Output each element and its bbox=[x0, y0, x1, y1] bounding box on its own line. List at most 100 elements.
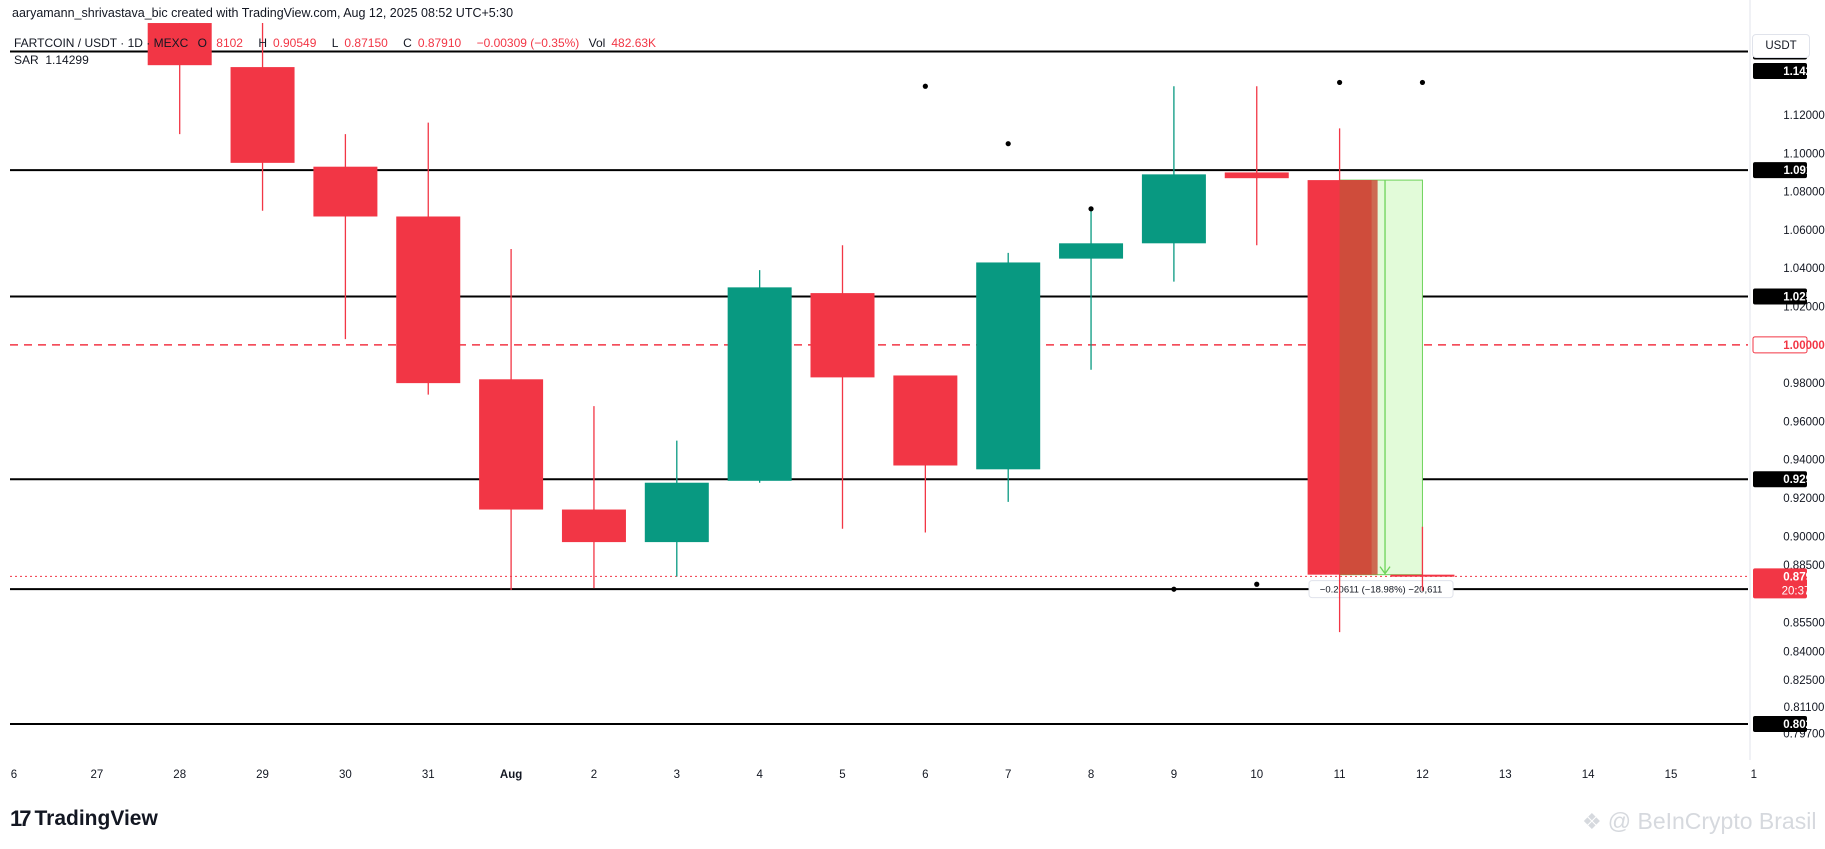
price-tick-label: 1.08000 bbox=[1783, 187, 1825, 199]
price-tick-label: 1.10000 bbox=[1783, 148, 1825, 160]
close-label: C bbox=[403, 36, 412, 50]
candle bbox=[810, 245, 875, 529]
low-label: L bbox=[331, 36, 339, 50]
price-tick-label: 0.84000 bbox=[1783, 646, 1825, 658]
level-price-label: 1.02521 bbox=[1783, 292, 1825, 304]
candle bbox=[1059, 210, 1124, 370]
symbol-label[interactable]: FARTCOIN / USDT · 1D · MEXC bbox=[14, 36, 189, 50]
countdown-label: 20:37:42 bbox=[1782, 585, 1825, 597]
price-unit-button[interactable]: USDT bbox=[1752, 34, 1810, 58]
projection-arrow-head bbox=[1379, 566, 1391, 575]
sar-dot bbox=[1088, 206, 1094, 212]
watermark: ❖ @ BeInCrypto Brasil bbox=[1582, 808, 1816, 835]
time-tick-label: 29 bbox=[256, 769, 269, 781]
sar-price-label: 1.14299 bbox=[1783, 66, 1825, 78]
level-price-label: 0.92983 bbox=[1783, 474, 1825, 486]
price-tick-label: 1.04000 bbox=[1783, 263, 1825, 275]
price-tick-label: 0.81100 bbox=[1784, 702, 1825, 714]
candle-body bbox=[230, 67, 295, 163]
time-tick-label: 10 bbox=[1250, 769, 1263, 781]
close-field: C 0.87910 bbox=[403, 36, 467, 50]
open-value: 8102 bbox=[216, 36, 243, 50]
sar-price-label-bg bbox=[1753, 62, 1807, 79]
candle bbox=[1224, 86, 1289, 246]
high-value: 0.90549 bbox=[273, 36, 317, 50]
time-tick-label: 14 bbox=[1582, 769, 1595, 781]
level-price-label-bg bbox=[1753, 716, 1807, 733]
level-price-label-bg bbox=[1753, 288, 1807, 305]
candle bbox=[561, 406, 626, 589]
time-tick-label: 5 bbox=[839, 769, 845, 781]
dashed-level-label-bg bbox=[1752, 336, 1808, 354]
candle bbox=[147, 23, 212, 135]
price-tick-label: 0.85500 bbox=[1783, 618, 1825, 630]
time-tick-label: 30 bbox=[339, 769, 352, 781]
current-price-label-bg bbox=[1753, 568, 1807, 599]
dashed-level-price-label: 1.00000 bbox=[1783, 340, 1825, 352]
candle bbox=[644, 440, 709, 577]
candle-body bbox=[644, 482, 709, 543]
measurement-label-bg bbox=[1308, 580, 1454, 599]
candle-body bbox=[396, 216, 461, 384]
time-tick-label: 31 bbox=[422, 769, 435, 781]
level-price-label-bg bbox=[1753, 471, 1807, 488]
time-tick-label: 13 bbox=[1499, 769, 1512, 781]
time-tick-label: 6 bbox=[11, 769, 17, 781]
price-tick-label: 0.98000 bbox=[1783, 378, 1825, 390]
tradingview-logo-icon: 17 bbox=[10, 806, 32, 831]
time-tick-label: 9 bbox=[1171, 769, 1177, 781]
sar-dots bbox=[922, 79, 1426, 592]
time-tick-label: 3 bbox=[674, 769, 680, 781]
price-tick-label: 1.12000 bbox=[1783, 110, 1825, 122]
level-price-label: 0.80203 bbox=[1783, 719, 1825, 731]
high-label: H bbox=[258, 36, 267, 50]
candles bbox=[147, 23, 1455, 633]
level-price-label: 1.09118 bbox=[1784, 165, 1825, 177]
time-tick-label: 2 bbox=[591, 769, 597, 781]
candle-body bbox=[1390, 574, 1455, 577]
tradingview-brand[interactable]: 17 TradingView bbox=[10, 806, 158, 832]
price-axis: 1.120001.100001.080001.060001.040001.020… bbox=[1749, 0, 1825, 760]
time-tick-label: 15 bbox=[1665, 769, 1678, 781]
sar-row[interactable]: SAR 1.14299 bbox=[14, 52, 668, 69]
price-tick-label: 0.90000 bbox=[1783, 531, 1825, 543]
price-tick-label: 0.96000 bbox=[1783, 416, 1825, 428]
time-tick-label: 4 bbox=[756, 769, 763, 781]
close-value: 0.87910 bbox=[417, 36, 462, 50]
price-tick-label: 1.06000 bbox=[1783, 225, 1825, 237]
price-tick-label: 0.92000 bbox=[1783, 493, 1825, 505]
time-tick-label: 12 bbox=[1416, 769, 1429, 781]
watermark-text: @ BeInCrypto Brasil bbox=[1607, 808, 1817, 834]
time-tick-label: 27 bbox=[90, 769, 103, 781]
time-tick-label: 6 bbox=[922, 769, 928, 781]
sar-dot bbox=[1337, 79, 1343, 86]
candle-body bbox=[561, 509, 626, 543]
candle bbox=[893, 375, 958, 533]
low-value: 0.87150 bbox=[344, 36, 388, 50]
sar-dot bbox=[1254, 581, 1260, 587]
price-tick-label: 0.82500 bbox=[1783, 675, 1825, 687]
ohlc-row: FARTCOIN / USDT · 1D · MEXC O 8102 H 0.90… bbox=[14, 35, 668, 52]
volume-field: Vol 482.63K bbox=[589, 36, 662, 50]
chart-credit: aaryamann_shrivastava_bic created with T… bbox=[12, 6, 514, 20]
candle-body bbox=[1224, 172, 1289, 179]
price-tick-label: 0.94000 bbox=[1783, 455, 1825, 467]
candle bbox=[1141, 86, 1206, 282]
current-price-label: 0.87910 bbox=[1783, 571, 1825, 583]
candle-body bbox=[479, 379, 544, 510]
price-labels: 1.153131.091181.025210.929830.872440.802… bbox=[1752, 43, 1825, 733]
brand-name: TradingView bbox=[34, 807, 158, 830]
high-field: H 0.90549 bbox=[258, 36, 322, 50]
candle bbox=[727, 270, 792, 483]
level-price-label-bg bbox=[1753, 162, 1807, 179]
volume-value: 482.63K bbox=[611, 36, 657, 50]
candle bbox=[313, 134, 378, 340]
time-tick-label: 11 bbox=[1334, 769, 1346, 781]
candle bbox=[479, 249, 544, 590]
candle-body bbox=[727, 287, 792, 481]
candle bbox=[1390, 526, 1455, 591]
candle-body bbox=[893, 375, 958, 466]
time-tick-label: 1 bbox=[1751, 769, 1757, 781]
candle-body bbox=[1059, 243, 1124, 259]
